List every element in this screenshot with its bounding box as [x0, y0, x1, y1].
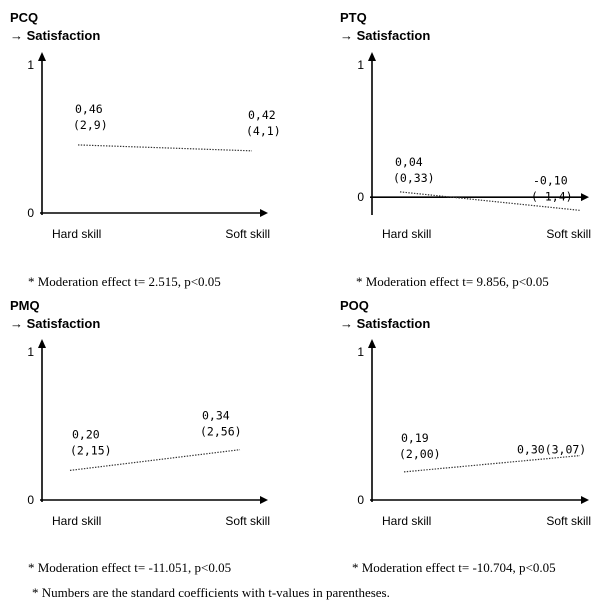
panel-title: POQ	[340, 298, 369, 313]
panel-subtitle: → Satisfaction	[340, 316, 430, 331]
moderation-annotation: * Moderation effect t= -10.704, p<0.05	[352, 560, 556, 575]
x-tick-label: Hard skill	[52, 514, 101, 528]
y-tick-label: 1	[27, 345, 34, 359]
panel-title: PMQ	[10, 298, 40, 313]
x-tick-label: Soft skill	[225, 227, 270, 241]
footnote: * Numbers are the standard coefficients …	[32, 585, 390, 600]
series-line	[69, 449, 241, 471]
data-label-coefficient: 0,19	[401, 431, 429, 445]
y-axis-arrow	[38, 52, 46, 61]
data-label-coefficient: 0,20	[72, 427, 100, 441]
panel-subtitle: → Satisfaction	[340, 28, 430, 43]
x-tick-label: Hard skill	[382, 514, 431, 528]
data-label-coefficient: -0,10	[533, 173, 568, 187]
x-tick-label: Soft skill	[225, 514, 270, 528]
data-label-coefficient: 0,04	[395, 155, 423, 169]
y-tick-label: 1	[357, 345, 364, 359]
x-axis-arrow	[581, 193, 589, 202]
x-axis-arrow	[260, 209, 268, 217]
y-tick-label: 1	[357, 58, 364, 72]
y-tick-label: 0	[357, 190, 364, 204]
y-axis-arrow	[368, 339, 376, 348]
y-axis-arrow	[38, 339, 46, 348]
x-axis-arrow	[260, 496, 268, 504]
series-line	[77, 144, 253, 152]
panel-title: PCQ	[10, 10, 38, 25]
data-label-coefficient: 0,42	[248, 108, 276, 122]
data-label-t-value: (0,33)	[393, 171, 435, 185]
data-label-t-value: (-1,4)	[531, 189, 573, 203]
y-tick-label: 0	[27, 493, 34, 507]
panel-subtitle: → Satisfaction	[10, 316, 100, 331]
x-tick-label: Soft skill	[546, 227, 591, 241]
moderation-annotation: * Moderation effect t= 2.515, p<0.05	[28, 274, 221, 289]
panel-subtitle: → Satisfaction	[10, 28, 100, 43]
x-tick-label: Soft skill	[546, 514, 591, 528]
x-tick-label: Hard skill	[52, 227, 101, 241]
data-label-t-value: (4,1)	[246, 124, 281, 138]
data-label-t-value: (2,15)	[70, 443, 112, 457]
x-axis-arrow	[581, 496, 589, 504]
data-label-coefficient: 0,34	[202, 409, 230, 423]
y-tick-label: 0	[357, 493, 364, 507]
x-tick-label: Hard skill	[382, 227, 431, 241]
data-label-t-value: (2,9)	[73, 118, 108, 132]
data-label-coefficient: 0,46	[75, 102, 103, 116]
data-label-t-value: (2,00)	[399, 447, 441, 461]
y-tick-label: 0	[27, 206, 34, 220]
data-label-coefficient: 0,30(3,07)	[517, 443, 586, 457]
y-axis-arrow	[368, 52, 376, 61]
y-tick-label: 1	[27, 58, 34, 72]
moderation-annotation: * Moderation effect t= -11.051, p<0.05	[28, 560, 231, 575]
data-label-t-value: (2,56)	[200, 425, 242, 439]
moderation-annotation: * Moderation effect t= 9.856, p<0.05	[356, 274, 549, 289]
panel-title: PTQ	[340, 10, 367, 25]
series-line	[399, 191, 581, 211]
